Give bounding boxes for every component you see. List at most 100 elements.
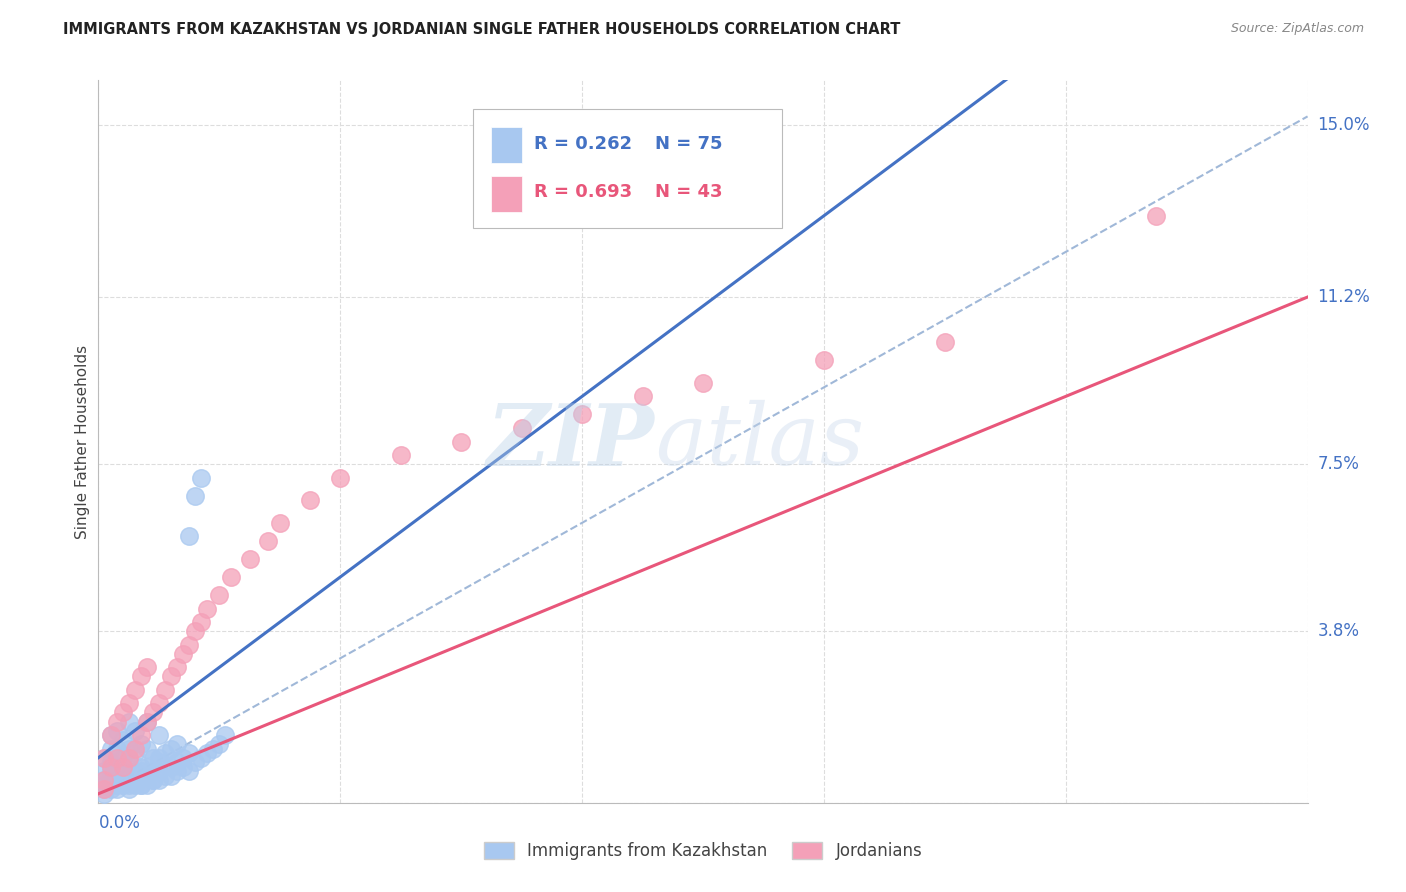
Point — [1144, 209, 1167, 223]
Point — [111, 706, 134, 720]
Point — [105, 741, 128, 756]
Point — [129, 669, 152, 683]
Text: ZIP: ZIP — [486, 400, 655, 483]
Point — [100, 728, 122, 742]
Point — [105, 714, 128, 729]
Point — [135, 760, 157, 774]
Point — [100, 782, 122, 797]
Point — [142, 706, 165, 720]
Point — [190, 615, 212, 630]
Point — [813, 353, 835, 368]
Point — [118, 755, 141, 769]
Point — [93, 773, 115, 788]
Point — [571, 408, 593, 422]
Text: 0.0%: 0.0% — [98, 814, 141, 831]
Point — [111, 764, 134, 779]
Point — [124, 741, 146, 756]
Point — [631, 389, 654, 403]
Point — [184, 624, 207, 639]
Point — [105, 750, 128, 764]
Point — [111, 773, 134, 788]
Point — [105, 760, 128, 774]
Point — [111, 760, 134, 774]
Point — [166, 660, 188, 674]
Point — [93, 778, 115, 792]
Point — [105, 760, 128, 774]
Point — [299, 493, 322, 508]
Point — [172, 750, 194, 764]
Point — [111, 732, 134, 747]
Point — [160, 769, 183, 783]
Point — [93, 750, 115, 764]
Text: R = 0.262: R = 0.262 — [534, 135, 631, 153]
Point — [93, 782, 115, 797]
Point — [239, 552, 262, 566]
Point — [124, 682, 146, 697]
Point — [256, 533, 278, 548]
Point — [135, 769, 157, 783]
Text: 15.0%: 15.0% — [1317, 117, 1369, 135]
Point — [124, 746, 146, 760]
Point — [124, 764, 146, 779]
Point — [934, 335, 956, 350]
Point — [124, 773, 146, 788]
Point — [190, 471, 212, 485]
Point — [118, 778, 141, 792]
Point — [190, 750, 212, 764]
Point — [100, 764, 122, 779]
Point — [153, 682, 176, 697]
Point — [100, 755, 122, 769]
Point — [93, 773, 115, 788]
Point — [221, 570, 243, 584]
Point — [692, 376, 714, 390]
Text: N = 75: N = 75 — [655, 135, 723, 153]
Point — [172, 647, 194, 661]
Point — [129, 760, 152, 774]
Point — [93, 750, 115, 764]
Text: N = 43: N = 43 — [655, 183, 723, 202]
Point — [160, 669, 183, 683]
Point — [129, 778, 152, 792]
Point — [148, 697, 170, 711]
Text: Source: ZipAtlas.com: Source: ZipAtlas.com — [1230, 22, 1364, 36]
Point — [172, 760, 194, 774]
Point — [105, 773, 128, 788]
Y-axis label: Single Father Households: Single Father Households — [75, 344, 90, 539]
Text: IMMIGRANTS FROM KAZAKHSTAN VS JORDANIAN SINGLE FATHER HOUSEHOLDS CORRELATION CHA: IMMIGRANTS FROM KAZAKHSTAN VS JORDANIAN … — [63, 22, 901, 37]
Point — [105, 778, 128, 792]
Point — [111, 778, 134, 792]
Point — [105, 723, 128, 738]
Point — [208, 737, 231, 751]
Point — [153, 769, 176, 783]
Text: 3.8%: 3.8% — [1317, 623, 1360, 640]
Point — [118, 769, 141, 783]
Point — [142, 750, 165, 764]
Text: R = 0.693: R = 0.693 — [534, 183, 631, 202]
Point — [166, 737, 188, 751]
Point — [208, 588, 231, 602]
Point — [100, 760, 122, 774]
Point — [129, 778, 152, 792]
Legend: Immigrants from Kazakhstan, Jordanians: Immigrants from Kazakhstan, Jordanians — [477, 835, 929, 867]
Point — [153, 746, 176, 760]
Point — [184, 489, 207, 503]
Point — [118, 750, 141, 764]
Point — [195, 746, 218, 760]
Point — [135, 778, 157, 792]
FancyBboxPatch shape — [474, 109, 782, 228]
Point — [135, 714, 157, 729]
Point — [135, 714, 157, 729]
Point — [148, 764, 170, 779]
Point — [100, 741, 122, 756]
Point — [118, 741, 141, 756]
Point — [195, 601, 218, 615]
Point — [142, 773, 165, 788]
Point — [129, 728, 152, 742]
Point — [148, 750, 170, 764]
Point — [148, 728, 170, 742]
Point — [129, 737, 152, 751]
Point — [148, 773, 170, 788]
Point — [179, 746, 201, 760]
Point — [184, 755, 207, 769]
Point — [100, 769, 122, 783]
